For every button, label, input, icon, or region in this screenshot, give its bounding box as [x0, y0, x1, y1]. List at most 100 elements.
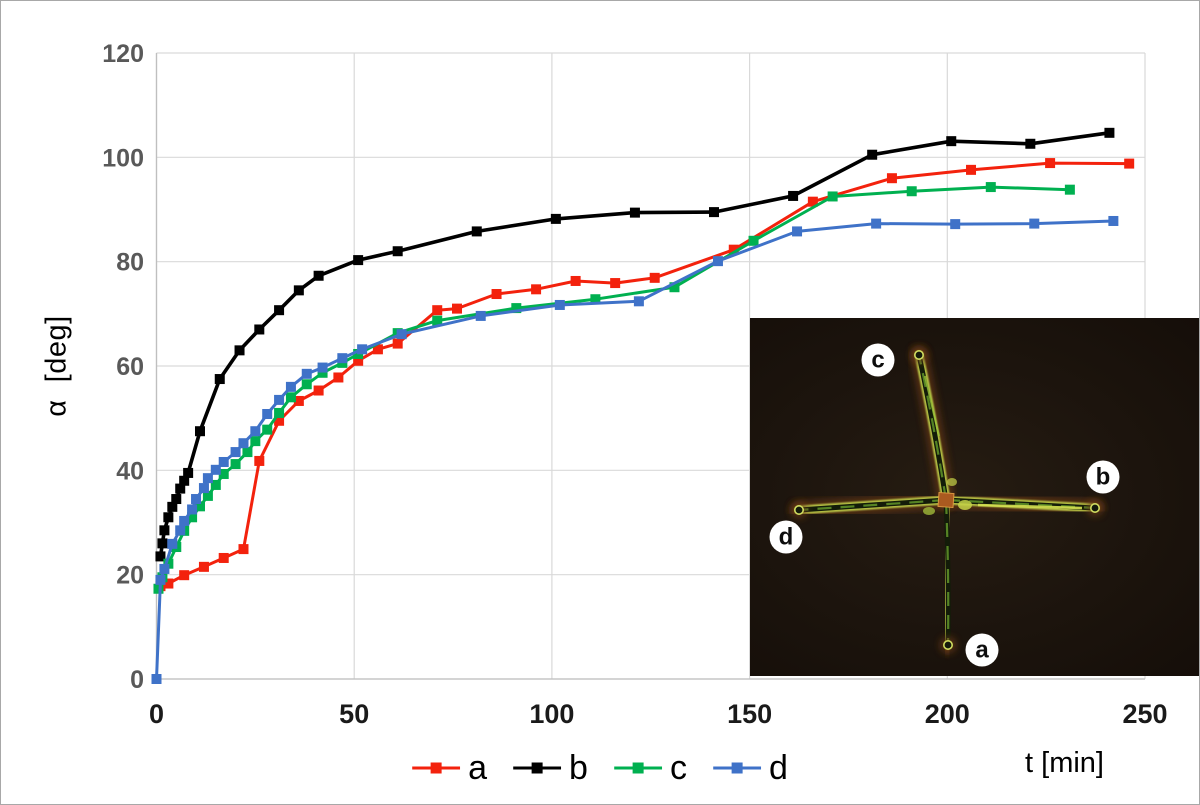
arm-label-a: a — [965, 633, 999, 667]
data-point-b — [157, 538, 168, 549]
data-point-c — [274, 407, 285, 418]
data-point-a — [886, 173, 897, 184]
x-tick-label: 100 — [529, 699, 574, 729]
data-point-c — [230, 459, 241, 470]
data-point-c — [827, 191, 838, 202]
legend-item-a: a — [412, 751, 487, 785]
data-point-d — [159, 563, 170, 574]
data-point-b — [353, 255, 364, 266]
data-point-b — [709, 207, 720, 218]
data-point-b — [163, 512, 174, 523]
data-point-d — [202, 473, 213, 484]
data-point-b — [1104, 127, 1115, 138]
y-tick-label: 40 — [116, 457, 144, 485]
data-point-c — [985, 182, 996, 193]
data-point-c — [1064, 184, 1075, 195]
data-point-c — [218, 468, 229, 479]
crystal-highlight — [977, 503, 1083, 510]
crystal-highlight — [924, 375, 940, 437]
x-tick-label: 0 — [149, 699, 164, 729]
crystal-arm-streak — [944, 499, 950, 646]
data-point-c — [202, 490, 213, 501]
crystal-arm-streak — [798, 498, 947, 512]
data-point-a — [179, 570, 190, 581]
data-point-d — [155, 574, 166, 585]
x-tick-label: 200 — [925, 699, 970, 729]
data-point-d — [792, 226, 803, 237]
legend-label: b — [569, 749, 588, 787]
data-point-a — [198, 561, 209, 572]
data-point-a — [293, 395, 304, 406]
data-point-d — [475, 310, 486, 321]
legend-item-b: b — [513, 751, 588, 785]
data-point-a — [392, 338, 403, 349]
data-point-a — [274, 415, 285, 426]
data-point-a — [163, 578, 174, 589]
data-point-d — [191, 494, 202, 505]
data-point-d — [396, 329, 407, 340]
data-point-a — [531, 284, 542, 295]
data-point-b — [194, 426, 205, 437]
data-point-a — [254, 455, 265, 466]
data-point-c — [187, 512, 198, 523]
data-point-b — [867, 149, 878, 160]
data-point-c — [590, 294, 601, 305]
data-point-d — [317, 362, 328, 373]
data-point-c — [748, 235, 759, 246]
data-point-d — [167, 538, 178, 549]
legend-marker-icon — [613, 762, 662, 774]
data-point-b — [313, 270, 324, 281]
y-axis-title: α [deg] — [40, 315, 73, 417]
data-point-a — [728, 244, 739, 255]
data-point-b — [183, 467, 194, 478]
crystal-center-bright-spot — [958, 500, 972, 510]
arm-label-d: d — [769, 520, 803, 554]
data-point-d — [712, 256, 723, 267]
data-point-d — [1108, 215, 1119, 226]
data-point-a — [807, 196, 818, 207]
data-point-d — [871, 218, 882, 229]
data-point-d — [198, 483, 209, 494]
arm-label-b: b — [1086, 460, 1120, 494]
legend-item-c: c — [613, 749, 687, 787]
data-point-b — [167, 501, 178, 512]
data-point-d — [175, 525, 186, 536]
legend-marker-icon — [412, 762, 461, 774]
data-point-d — [1029, 218, 1040, 229]
data-point-d — [337, 353, 348, 364]
y-tick-label: 60 — [116, 353, 144, 381]
data-point-d — [151, 674, 162, 684]
y-tick-label: 80 — [116, 249, 144, 277]
data-point-c — [242, 447, 253, 458]
data-point-d — [187, 504, 198, 515]
data-point-a — [491, 289, 502, 300]
data-point-d — [179, 515, 190, 526]
legend-marker-icon — [513, 762, 562, 774]
data-point-d — [301, 368, 312, 379]
y-tick-label: 0 — [130, 666, 144, 694]
legend-label: c — [669, 749, 687, 787]
data-point-a — [1045, 158, 1056, 169]
data-point-c — [153, 583, 164, 594]
crystal-arm-streak — [945, 498, 1096, 510]
data-point-a — [432, 305, 443, 316]
data-point-a — [1124, 158, 1135, 169]
x-tick-label: 50 — [339, 699, 369, 729]
series-d — [151, 215, 1119, 684]
legend-label: d — [768, 749, 788, 787]
micrograph-inset: a b c d — [750, 318, 1199, 676]
legend-marker-icon — [712, 762, 761, 774]
data-point-a — [610, 278, 621, 289]
data-point-d — [285, 381, 296, 392]
data-point-c — [210, 479, 221, 490]
crystal-center — [937, 491, 955, 509]
data-point-b — [159, 525, 170, 536]
data-point-b — [234, 345, 245, 356]
data-point-c — [163, 558, 174, 569]
data-point-b — [293, 285, 304, 296]
x-tick-label: 150 — [727, 699, 772, 729]
data-point-d — [230, 447, 241, 458]
data-point-c — [432, 315, 443, 326]
crystal-tip — [793, 505, 804, 516]
